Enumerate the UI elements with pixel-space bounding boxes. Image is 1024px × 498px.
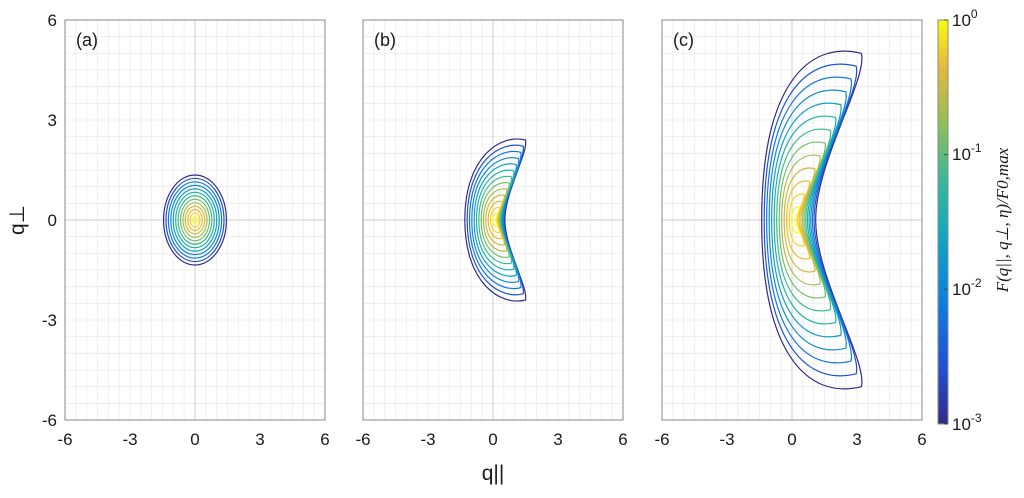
colorbar-tick-label: 10-3 [952, 411, 982, 434]
contour-level [776, 128, 832, 312]
y-tick-label: 0 [48, 211, 57, 230]
contour-level [167, 181, 223, 259]
contour-level [464, 138, 527, 302]
colorbar-tick-base: 10 [952, 280, 971, 299]
contour-level [182, 202, 208, 238]
colorbar-tick-base: 10 [952, 11, 971, 30]
x-tick-label: -3 [420, 430, 435, 449]
colorbar-label: F(q||, q⊥, η)/F0,max [993, 147, 1012, 293]
x-ticks-a: -6 -3 0 3 6 [57, 430, 329, 449]
contour-level [766, 76, 853, 364]
contour-level [773, 115, 837, 325]
x-tick-label: 0 [488, 430, 497, 449]
panel-c: (c) -6 -3 0 3 6 [654, 19, 927, 449]
x-tick-label: 3 [553, 430, 562, 449]
contour-level [492, 213, 499, 227]
x-tick-label: 0 [787, 430, 796, 449]
panel-b: (b) -6 -3 0 3 6 q|| [355, 19, 628, 485]
contour-level [778, 141, 826, 299]
x-tick-label: 0 [190, 430, 199, 449]
colorbar-tick-exp: -1 [971, 141, 982, 155]
colorbar-tick-exp: -3 [971, 411, 982, 425]
y-tick-label: 6 [48, 11, 57, 30]
x-tick-label: -6 [355, 430, 370, 449]
y-tick-label: -3 [42, 311, 57, 330]
colorbar-tick-exp: -2 [971, 276, 982, 290]
colorbar-tick-marks [944, 19, 948, 425]
contour-level [187, 209, 203, 231]
colorbar-tick-label: 10-1 [952, 141, 982, 164]
axes-box-b [362, 19, 624, 421]
zero-lines-a [65, 20, 325, 420]
contour-level [763, 63, 858, 377]
contour-level [786, 180, 811, 260]
contour-level [191, 215, 199, 225]
contours-c [761, 50, 863, 390]
colorbar-tick-label: 10-2 [952, 276, 982, 299]
colorbar-gradient [937, 19, 949, 425]
contour-level [788, 193, 806, 247]
x-tick-label: 6 [320, 430, 329, 449]
x-tick-label: -6 [654, 430, 669, 449]
x-tick-label: 3 [255, 430, 264, 449]
x-tick-label: -6 [57, 430, 72, 449]
contour-level [761, 50, 863, 390]
contours-a [162, 174, 228, 266]
colorbar-tick-base: 10 [952, 145, 971, 164]
contour-level [771, 102, 842, 338]
colorbar-tick-label: 100 [952, 7, 978, 30]
contour-level [783, 167, 816, 273]
contour-level [184, 205, 206, 235]
contour-level [165, 177, 225, 263]
y-axis-label: q⊥ [6, 205, 29, 235]
colorbar-tick-base: 10 [952, 415, 971, 434]
panel-label-c: (c) [673, 30, 694, 50]
x-tick-label: 3 [852, 430, 861, 449]
contour-level [177, 195, 213, 245]
panel-a: (a) -6 -3 0 3 6 6 3 0 -3 -6 q⊥ [6, 11, 330, 449]
contour-level [162, 174, 228, 266]
contour-level [172, 188, 218, 252]
y-tick-label: -6 [42, 411, 57, 430]
contour-level [781, 154, 821, 286]
x-tick-label: -3 [719, 430, 734, 449]
axes-box-c [661, 19, 923, 421]
x-ticks-c: -6 -3 0 3 6 [654, 430, 926, 449]
x-axis-label: q|| [482, 462, 505, 485]
y-tick-label: 3 [48, 111, 57, 130]
panel-label-a: (a) [76, 30, 98, 50]
contour-level [179, 198, 211, 242]
contours-b [464, 138, 527, 302]
colorbar: 100 10-1 10-2 10-3 F(q||, q⊥, η)/F0,max [937, 7, 1012, 434]
colorbar-tick-exp: 0 [971, 7, 978, 21]
contour-level [170, 184, 220, 256]
x-tick-label: 6 [917, 430, 926, 449]
contour-level [175, 191, 215, 249]
contour-level [791, 206, 800, 234]
y-ticks-a: 6 3 0 -3 -6 [42, 11, 57, 430]
x-ticks-b: -6 -3 0 3 6 [355, 430, 627, 449]
x-tick-label: -3 [122, 430, 137, 449]
panel-label-b: (b) [374, 30, 396, 50]
contour-level [768, 89, 847, 351]
contour-level [189, 212, 201, 228]
axes-box-a [64, 19, 326, 421]
x-tick-label: 6 [618, 430, 627, 449]
